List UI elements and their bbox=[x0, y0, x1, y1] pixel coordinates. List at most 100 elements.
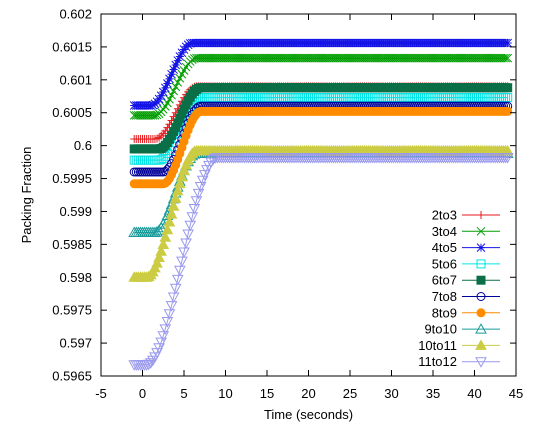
point-3to4 bbox=[356, 53, 365, 63]
point-3to4 bbox=[370, 53, 380, 63]
point-3to4 bbox=[335, 53, 344, 63]
point-3to4 bbox=[142, 111, 152, 120]
point-3to4 bbox=[351, 53, 361, 63]
point-11to12 bbox=[188, 204, 201, 215]
point-11to12 bbox=[161, 317, 174, 328]
point-3to4 bbox=[194, 53, 203, 63]
point-3to4 bbox=[169, 86, 178, 96]
point-3to4 bbox=[368, 53, 378, 63]
point-11to12 bbox=[167, 292, 180, 304]
point-3to4 bbox=[409, 53, 419, 63]
point-10to11 bbox=[176, 170, 188, 182]
point-3to4 bbox=[364, 53, 374, 63]
legend-label: 8to9 bbox=[432, 305, 457, 320]
point-3to4 bbox=[461, 53, 471, 63]
y-tick-label: 0.597 bbox=[59, 336, 92, 351]
point-3to4 bbox=[227, 53, 237, 63]
point-3to4 bbox=[279, 53, 288, 63]
point-3to4 bbox=[422, 53, 432, 63]
point-11to12 bbox=[180, 238, 192, 249]
point-3to4 bbox=[250, 53, 259, 63]
point-3to4 bbox=[171, 82, 181, 92]
point-3to4 bbox=[235, 53, 245, 63]
point-3to4 bbox=[353, 53, 363, 63]
point-3to4 bbox=[268, 53, 278, 63]
point-3to4 bbox=[243, 53, 253, 63]
point-3to4 bbox=[445, 53, 454, 63]
point-3to4 bbox=[262, 53, 272, 63]
point-11to12 bbox=[190, 196, 203, 207]
point-11to12 bbox=[182, 229, 194, 241]
point-10to11 bbox=[169, 192, 182, 203]
y-tick-label: 0.598 bbox=[59, 270, 92, 285]
legend-item-2to3: 2to3 bbox=[432, 208, 500, 223]
point-10to11 bbox=[155, 245, 168, 256]
y-tick-label: 0.5985 bbox=[52, 237, 92, 252]
point-3to4 bbox=[488, 53, 498, 63]
x-tick-label: 25 bbox=[343, 386, 357, 401]
point-3to4 bbox=[468, 53, 477, 63]
point-3to4 bbox=[167, 90, 176, 100]
point-3to4 bbox=[270, 53, 280, 63]
point-3to4 bbox=[470, 53, 479, 63]
legend-marker bbox=[476, 275, 486, 285]
point-3to4 bbox=[441, 53, 450, 63]
point-3to4 bbox=[407, 53, 417, 63]
point-3to4 bbox=[175, 73, 185, 83]
point-7to8 bbox=[154, 167, 164, 177]
point-3to4 bbox=[225, 53, 235, 63]
point-3to4 bbox=[260, 53, 270, 63]
point-3to4 bbox=[331, 53, 340, 63]
y-tick-label: 0.601 bbox=[59, 72, 92, 87]
point-3to4 bbox=[204, 53, 214, 63]
point-3to4 bbox=[382, 53, 392, 63]
point-3to4 bbox=[405, 53, 415, 63]
point-7to8 bbox=[156, 167, 166, 177]
point-11to12 bbox=[174, 265, 186, 277]
legend-marker bbox=[476, 226, 486, 236]
point-3to4 bbox=[499, 53, 508, 63]
point-3to4 bbox=[239, 53, 249, 63]
point-3to4 bbox=[393, 53, 403, 63]
point-3to4 bbox=[495, 53, 504, 63]
point-10to11 bbox=[157, 238, 170, 250]
point-10to11 bbox=[159, 231, 172, 242]
legend-item-10to11: 10to11 bbox=[418, 338, 500, 353]
point-3to4 bbox=[192, 53, 201, 63]
point-3to4 bbox=[339, 53, 349, 63]
point-10to11 bbox=[167, 200, 180, 211]
legend-marker bbox=[476, 308, 486, 318]
legend-label: 7to8 bbox=[432, 289, 457, 304]
point-3to4 bbox=[273, 53, 282, 63]
point-3to4 bbox=[252, 53, 261, 63]
point-3to4 bbox=[492, 53, 502, 63]
legend-item-5to6: 5to6 bbox=[432, 256, 500, 271]
point-3to4 bbox=[337, 53, 347, 63]
point-3to4 bbox=[285, 53, 295, 63]
point-3to4 bbox=[297, 53, 307, 63]
point-3to4 bbox=[258, 53, 268, 63]
point-3to4 bbox=[275, 53, 284, 63]
point-3to4 bbox=[380, 53, 390, 63]
point-3to4 bbox=[254, 53, 264, 63]
point-3to4 bbox=[453, 53, 463, 63]
point-10to11 bbox=[163, 215, 176, 227]
x-tick-label: 45 bbox=[509, 386, 523, 401]
series-11to12 bbox=[128, 152, 514, 371]
legend-label: 10to11 bbox=[418, 338, 457, 353]
point-3to4 bbox=[289, 53, 299, 63]
point-3to4 bbox=[391, 53, 401, 63]
legend-marker bbox=[476, 259, 486, 269]
y-tick-label: 0.5995 bbox=[52, 171, 92, 186]
legend-label: 9to10 bbox=[424, 322, 457, 337]
legend-label: 5to6 bbox=[432, 256, 457, 271]
point-3to4 bbox=[399, 53, 409, 63]
point-11to12 bbox=[169, 283, 182, 295]
y-tick-label: 0.6005 bbox=[52, 105, 92, 120]
point-3to4 bbox=[221, 53, 230, 63]
point-3to4 bbox=[424, 53, 434, 63]
x-tick-label: -5 bbox=[95, 386, 107, 401]
point-11to12 bbox=[184, 220, 197, 232]
point-3to4 bbox=[347, 53, 357, 63]
